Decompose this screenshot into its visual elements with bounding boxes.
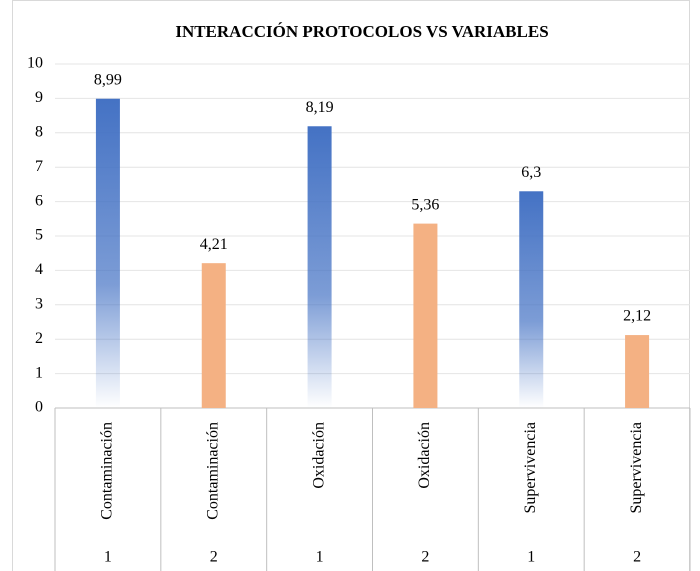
x-tick-label: Oxidación — [416, 422, 433, 489]
x-tick-label: Contaminación — [99, 422, 116, 520]
x-tick-label: Supervivencia — [522, 422, 539, 514]
y-tick-label: 4 — [35, 261, 43, 278]
x-group-label: 2 — [633, 549, 641, 566]
bar — [519, 191, 544, 408]
x-group-label: 2 — [421, 549, 429, 566]
data-label: 5,36 — [411, 196, 439, 213]
y-tick-label: 1 — [35, 364, 43, 381]
x-group-label: 1 — [316, 549, 324, 566]
data-label: 8,99 — [94, 71, 122, 88]
y-tick-label: 6 — [35, 192, 43, 209]
y-tick-label: 10 — [27, 55, 43, 72]
data-label: 2,12 — [623, 308, 651, 325]
y-tick-label: 3 — [35, 295, 43, 312]
y-tick-label: 8 — [35, 123, 43, 140]
x-tick-label: Contaminación — [204, 422, 221, 520]
bar — [413, 223, 438, 408]
x-tick-label: Supervivencia — [628, 422, 645, 514]
y-tick-label: 0 — [35, 399, 43, 416]
x-group-label: 2 — [210, 549, 218, 566]
x-group-label: 1 — [527, 549, 535, 566]
data-label: 8,19 — [306, 99, 334, 116]
y-tick-label: 5 — [35, 227, 43, 244]
y-tick-label: 2 — [35, 330, 43, 347]
bar — [625, 335, 650, 408]
data-label: 4,21 — [200, 236, 228, 253]
y-tick-label: 7 — [35, 158, 43, 175]
chart-frame — [12, 0, 690, 571]
chart-title: INTERACCIÓN PROTOCOLOS VS VARIABLES — [175, 22, 548, 41]
x-group-label: 1 — [104, 549, 112, 566]
x-tick-label: Oxidación — [310, 422, 327, 489]
y-tick-label: 9 — [35, 89, 43, 106]
data-label: 6,3 — [521, 164, 541, 181]
bar — [307, 126, 332, 408]
bar — [201, 263, 226, 408]
bar — [95, 98, 120, 408]
